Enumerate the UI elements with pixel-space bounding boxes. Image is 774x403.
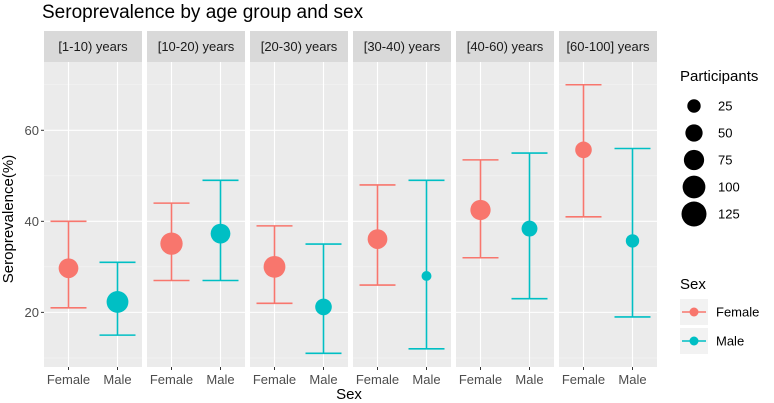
facet-strip-label: [20-30) years xyxy=(261,39,338,54)
size-legend-label: 25 xyxy=(718,99,732,114)
data-point xyxy=(470,199,491,221)
data-point xyxy=(263,255,286,278)
size-legend-label: 125 xyxy=(718,207,740,222)
x-tick-label: Female xyxy=(459,372,502,387)
x-tick-label: Male xyxy=(515,372,543,387)
facet-panel: [20-30) years Female Male xyxy=(250,31,348,387)
data-point xyxy=(106,290,129,313)
data-point xyxy=(521,220,538,237)
y-tick-label: 40 xyxy=(25,214,39,229)
x-tick-label: Male xyxy=(412,372,440,387)
color-legend-point xyxy=(689,307,699,317)
data-point xyxy=(210,223,231,244)
y-tick-label: 60 xyxy=(25,123,39,138)
data-point xyxy=(367,229,388,249)
x-tick-label: Female xyxy=(47,372,90,387)
x-tick-label: Male xyxy=(103,372,131,387)
size-legend-point xyxy=(683,149,705,171)
size-legend-title: Participants xyxy=(680,68,758,85)
size-legend-label: 75 xyxy=(718,153,732,168)
size-legend-label: 50 xyxy=(718,126,732,141)
color-legend-label: Female xyxy=(716,305,759,320)
x-tick-label: Female xyxy=(150,372,193,387)
facet-panel: [10-20) years Female Male xyxy=(147,31,245,387)
panel-background xyxy=(250,62,348,367)
facet-panel: [1-10) years Female Male xyxy=(44,31,142,387)
y-tick-label: 20 xyxy=(25,305,39,320)
facet-strip-label: [30-40) years xyxy=(364,39,441,54)
facet-panel: [40-60) years Female Male xyxy=(456,31,554,387)
chart-title: Seroprevalence by age group and sex xyxy=(42,2,364,23)
size-legend-point xyxy=(685,124,703,142)
size-legend-point xyxy=(681,201,707,227)
facet-strip xyxy=(147,31,245,62)
facet-strip xyxy=(456,31,554,62)
panel-background xyxy=(44,62,142,367)
x-tick-label: Male xyxy=(206,372,234,387)
facet-strip-label: [40-60) years xyxy=(467,39,544,54)
y-axis-label: Seroprevalence(%) xyxy=(0,155,17,283)
facet-strip xyxy=(250,31,348,62)
facet-strip-label: [1-10) years xyxy=(58,39,128,54)
data-point xyxy=(160,232,183,255)
panel-background xyxy=(456,62,554,367)
color-legend: Sex Female Male xyxy=(680,276,759,354)
data-point xyxy=(315,298,332,316)
facet-strip-label: [10-20) years xyxy=(158,39,235,54)
panel-background xyxy=(353,62,451,367)
facet-panel: [30-40) years Female Male xyxy=(353,31,451,387)
facet-strip xyxy=(44,31,142,62)
facet-strip xyxy=(353,31,451,62)
data-point xyxy=(575,141,592,159)
facet-strip-label: [60-100] years xyxy=(566,39,650,54)
facet-panel: [60-100] years Female Male xyxy=(559,31,657,387)
size-legend: Participants 25 50 75 100 125 xyxy=(680,68,758,227)
color-legend-title: Sex xyxy=(680,276,706,293)
x-tick-label: Female xyxy=(253,372,296,387)
data-point xyxy=(625,234,640,248)
x-tick-label: Male xyxy=(618,372,646,387)
y-axis: 20 40 60 xyxy=(25,123,44,320)
color-legend-point xyxy=(689,336,699,346)
size-legend-point xyxy=(682,175,706,199)
size-legend-label: 100 xyxy=(718,180,740,195)
x-tick-label: Male xyxy=(309,372,337,387)
facet-strip xyxy=(559,31,657,62)
x-axis-label: Sex xyxy=(336,386,362,403)
panel-background xyxy=(147,62,245,367)
data-point xyxy=(421,270,432,281)
color-legend-label: Male xyxy=(716,334,744,349)
x-tick-label: Female xyxy=(356,372,399,387)
facet-panels: [1-10) years Female Male [10-20) years Femal… xyxy=(44,31,657,387)
size-legend-point xyxy=(687,99,701,113)
data-point xyxy=(58,258,79,279)
panel-background xyxy=(559,62,657,367)
x-tick-label: Female xyxy=(562,372,605,387)
